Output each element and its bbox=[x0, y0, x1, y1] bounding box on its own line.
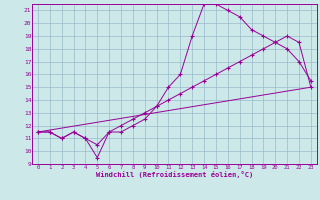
X-axis label: Windchill (Refroidissement éolien,°C): Windchill (Refroidissement éolien,°C) bbox=[96, 171, 253, 178]
